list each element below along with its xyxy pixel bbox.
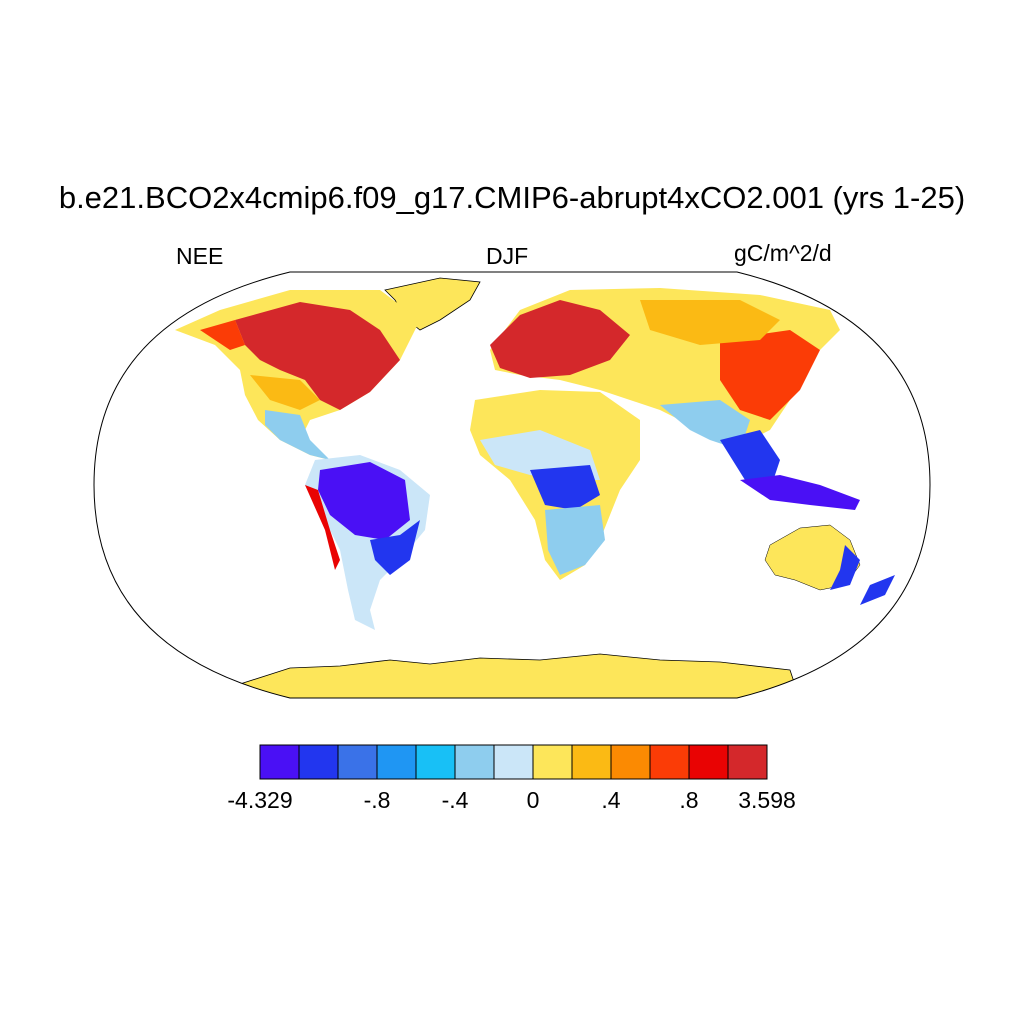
- colorbar-swatch: [454, 744, 495, 780]
- variable-label: NEE: [176, 243, 224, 269]
- colorbar-swatch: [415, 744, 456, 780]
- colorbar-tick-label: 3.598: [738, 787, 796, 813]
- colorbar-tick-label: .4: [601, 787, 621, 813]
- colorbar-swatch: [571, 744, 612, 780]
- north-america-lightorange: [250, 375, 320, 410]
- andes-red: [305, 485, 340, 570]
- colorbar-swatch: [376, 744, 417, 780]
- units-label: gC/m^2/d: [734, 240, 832, 266]
- southeast-asia-uptake: [720, 430, 780, 490]
- colorbar-swatch: [259, 744, 300, 780]
- north-america-orange: [200, 320, 245, 350]
- colorbar-swatch: [337, 744, 378, 780]
- southern-africa-mixed: [545, 505, 605, 575]
- colorbar-swatch: [688, 744, 729, 780]
- colorbar-swatch: [649, 744, 690, 780]
- colorbar-tick-label: 0: [526, 787, 540, 813]
- europe-warm: [490, 300, 630, 378]
- north-america-warm: [235, 302, 400, 410]
- siberia-orange: [640, 300, 780, 345]
- colorbar-swatch: [532, 744, 573, 780]
- colorbar-swatch: [727, 744, 768, 780]
- central-africa-uptake: [530, 465, 600, 510]
- australia-east-uptake: [830, 545, 860, 590]
- season-label: DJF: [486, 243, 529, 269]
- colorbar-swatch: [493, 744, 534, 780]
- new-zealand-uptake: [860, 575, 895, 605]
- amazon-strong-uptake: [318, 462, 410, 540]
- colorbar-swatch: [298, 744, 339, 780]
- land-regions: [175, 277, 895, 698]
- indonesia-uptake: [740, 475, 860, 510]
- colorbar-swatch: [610, 744, 651, 780]
- colorbar-tick-label: -.4: [441, 787, 469, 813]
- south-asia-region: [660, 400, 750, 450]
- map-title: b.e21.BCO2x4cmip6.f09_g17.CMIP6-abrupt4x…: [58, 180, 966, 215]
- east-asia-warm: [720, 330, 820, 420]
- south-america-blue: [370, 520, 420, 575]
- central-america-blue: [265, 410, 330, 460]
- colorbar-tick-label: .8: [679, 787, 699, 813]
- colorbar-tick-label: -.8: [363, 787, 391, 813]
- map-projection-outline: [93, 271, 931, 699]
- colorbar-tick-label: -4.329: [227, 787, 293, 813]
